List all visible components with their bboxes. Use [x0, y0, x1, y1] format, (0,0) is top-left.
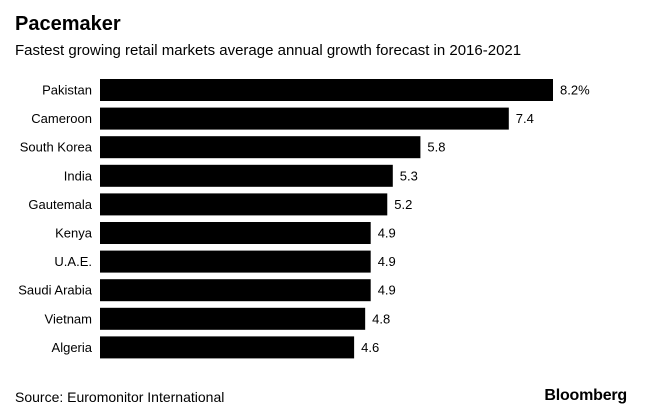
bar-cameroon	[100, 107, 509, 130]
category-label-india: India	[64, 168, 93, 183]
value-label-algeria: 4.6	[361, 340, 379, 355]
brand-logo: Bloomberg	[544, 387, 627, 404]
bar-kenya	[100, 222, 371, 244]
category-label-vietnam: Vietnam	[45, 311, 92, 326]
value-label-kenya: 4.9	[378, 226, 396, 241]
bar-south-korea	[100, 136, 421, 159]
category-label-u-a-e: U.A.E.	[54, 254, 92, 269]
bar-chart: Pakistan 8.2% Cameroon 7.4 South Korea 5.8 Ind…	[18, 79, 590, 359]
value-label-u-a-e: 4.9	[378, 254, 396, 269]
bar-algeria	[100, 336, 355, 359]
chart-subtitle: Fastest growing retail markets average a…	[15, 42, 522, 59]
value-label-vietnam: 4.8	[372, 311, 390, 326]
bar-vietnam	[100, 307, 366, 330]
value-label-south-korea: 5.8	[427, 140, 445, 155]
category-label-algeria: Algeria	[52, 340, 93, 355]
bar-gautemala	[100, 193, 388, 216]
category-label-cameroon: Cameroon	[31, 111, 92, 126]
category-label-south-korea: South Korea	[20, 140, 93, 155]
category-label-pakistan: Pakistan	[42, 83, 92, 98]
bar-india	[100, 164, 393, 187]
value-label-gautemala: 5.2	[394, 197, 412, 212]
value-label-india: 5.3	[400, 168, 418, 183]
value-label-cameroon: 7.4	[516, 111, 534, 126]
category-label-kenya: Kenya	[55, 226, 93, 241]
value-label-pakistan: 8.2%	[560, 83, 590, 98]
bar-saudi-arabia	[100, 279, 371, 302]
category-label-gautemala: Gautemala	[28, 197, 92, 212]
chart-title: Pacemaker	[15, 13, 121, 35]
source-note: Source: Euromonitor International	[15, 389, 225, 405]
bar-u-a-e	[100, 250, 371, 273]
category-label-saudi-arabia: Saudi Arabia	[18, 283, 92, 298]
bar-pakistan	[100, 79, 553, 101]
value-label-saudi-arabia: 4.9	[378, 283, 396, 298]
